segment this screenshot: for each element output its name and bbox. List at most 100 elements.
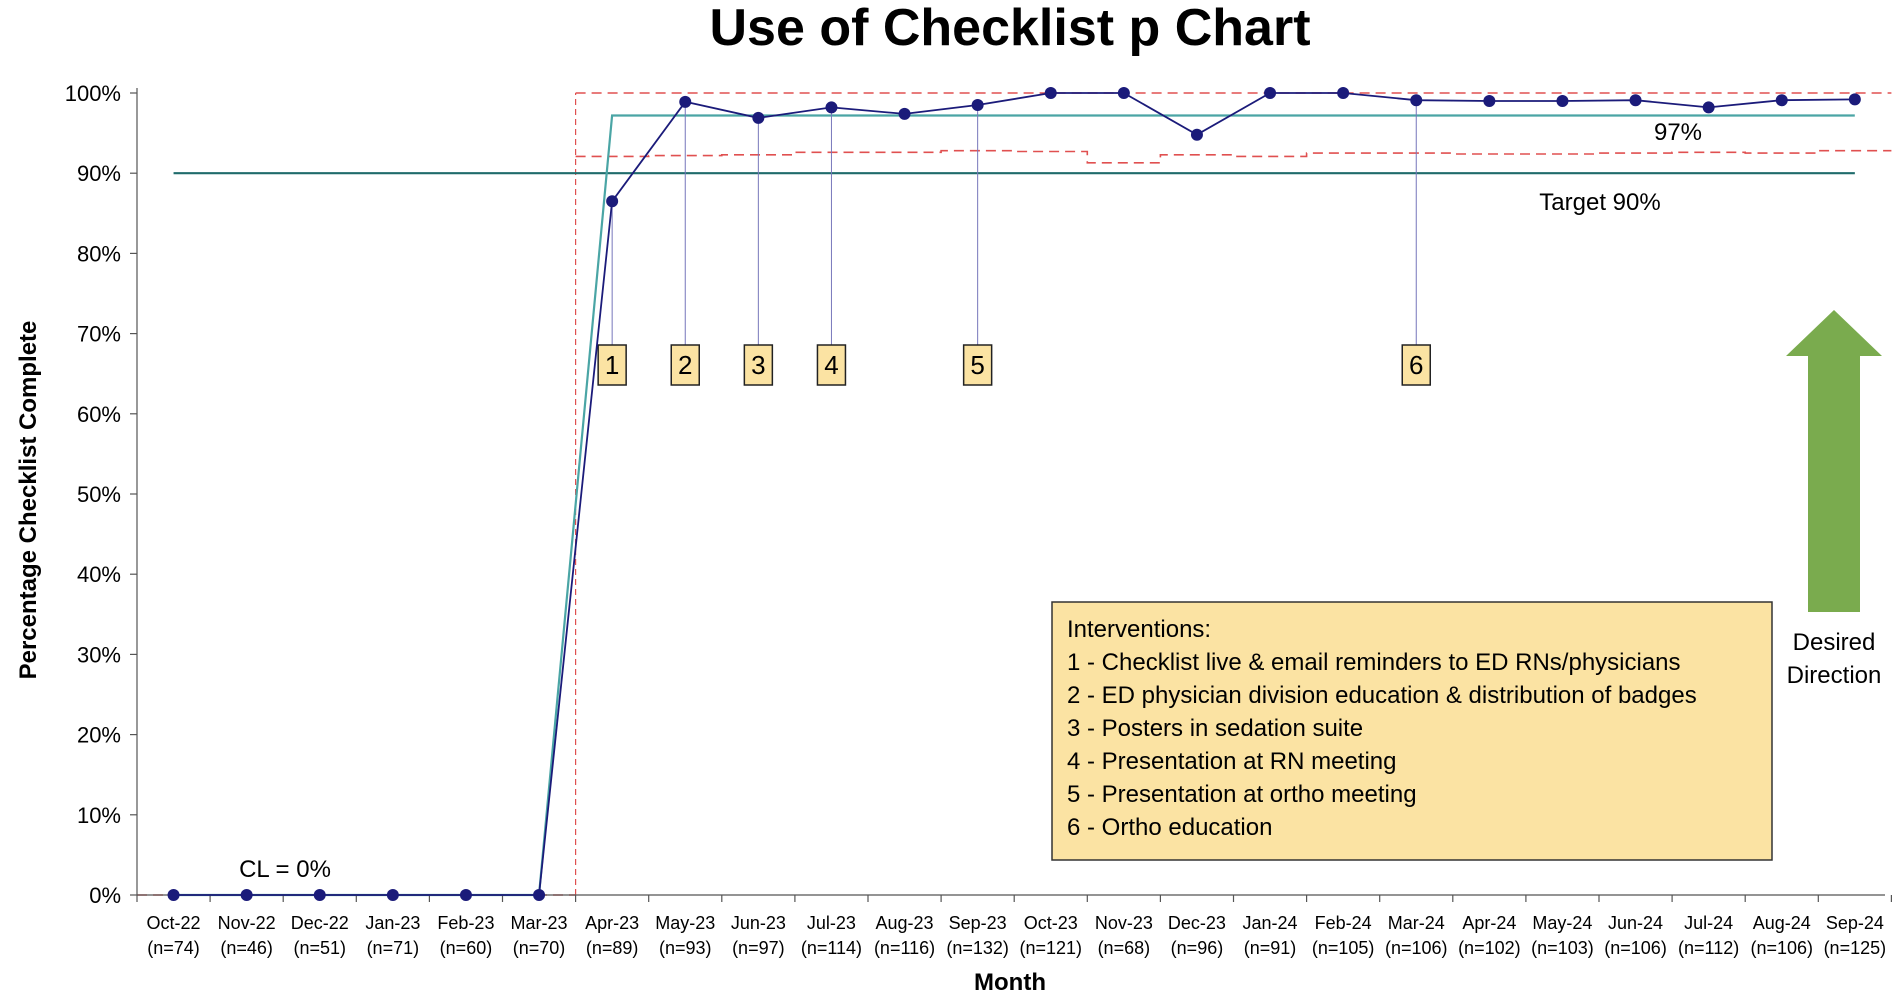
y-tick-label: 40%: [77, 562, 121, 587]
desired-direction-line2: Direction: [1787, 662, 1882, 689]
data-point-Oct-22: [167, 889, 180, 901]
data-point-Jun-24: [1629, 94, 1642, 107]
x-tick-label: Jun-23: [731, 913, 786, 933]
x-tick-label: Apr-24: [1462, 913, 1516, 933]
interventions-layer: 1 2 3 4 5 6: [597, 100, 1431, 386]
x-tick-n-label: (n=116): [874, 938, 935, 958]
data-point-Jun-23: [752, 111, 765, 124]
intervention-label-5: 5: [970, 350, 984, 380]
intervention-box-2: [670, 344, 700, 386]
y-tick-label: 10%: [77, 803, 121, 828]
x-tick-n-label: (n=97): [732, 938, 785, 958]
x-tick-label: Jan-24: [1243, 913, 1298, 933]
x-tick-n-label: (n=51): [293, 938, 346, 958]
legend-item-4: 4 - Presentation at RN meeting: [1067, 748, 1397, 775]
desired-direction-indicator: Desired Direction: [1786, 310, 1882, 689]
data-point-May-24: [1556, 95, 1569, 108]
x-tick-n-label: (n=106): [1385, 938, 1448, 958]
x-tick-n-label: (n=46): [220, 938, 273, 958]
data-point-May-23: [679, 95, 692, 108]
y-tick-label: 50%: [77, 482, 121, 507]
legend-item-1: 1 - Checklist live & email reminders to …: [1067, 649, 1681, 676]
legend-item-3: 3 - Posters in sedation suite: [1067, 715, 1363, 742]
y-tick-label: 70%: [77, 322, 121, 347]
data-point-Jul-23: [825, 101, 838, 114]
y-tick-label: 90%: [77, 161, 121, 186]
data-point-Aug-23: [898, 107, 911, 120]
series-line: [173, 92, 1855, 896]
data-point-Apr-24: [1483, 95, 1496, 108]
x-tick-label: Sep-23: [949, 913, 1007, 933]
x-tick-n-label: (n=71): [367, 938, 420, 958]
x-tick-n-label: (n=112): [1678, 938, 1739, 958]
x-tick-label: Mar-23: [511, 913, 568, 933]
x-tick-n-label: (n=105): [1312, 938, 1375, 958]
x-tick-label: Feb-24: [1315, 913, 1372, 933]
x-tick-label: Aug-23: [876, 913, 934, 933]
data-point-Jul-24: [1702, 101, 1715, 114]
y-tick-label: 0%: [89, 883, 121, 908]
x-tick-n-label: (n=93): [659, 938, 712, 958]
x-tick-n-label: (n=121): [1019, 938, 1082, 958]
intervention-box-1: [597, 344, 627, 386]
target-label: Target 90%: [1539, 189, 1660, 216]
x-tick-n-label: (n=74): [147, 938, 200, 958]
y-tick-label: 80%: [77, 241, 121, 266]
x-tick-n-label: (n=132): [946, 938, 1009, 958]
x-tick-label: Mar-24: [1388, 913, 1445, 933]
data-point-Feb-23: [459, 889, 472, 901]
data-point-Apr-23: [606, 195, 619, 208]
x-tick-label: Jun-24: [1608, 913, 1663, 933]
intervention-label-1: 1: [605, 350, 619, 380]
x-tick-label: Oct-23: [1024, 913, 1078, 933]
x-tick-label: Apr-23: [585, 913, 639, 933]
y-tick-label: 100%: [65, 81, 121, 106]
x-tick-label: Nov-23: [1095, 913, 1153, 933]
series-layer: [167, 87, 1861, 901]
x-tick-label: Jan-23: [365, 913, 420, 933]
legend-item-2: 2 - ED physician division education & di…: [1067, 682, 1697, 709]
data-point-Oct-23: [1044, 87, 1057, 99]
x-tick-n-label: (n=91): [1244, 938, 1297, 958]
intervention-label-3: 3: [751, 350, 765, 380]
x-tick-label: Feb-23: [437, 913, 494, 933]
x-tick-n-label: (n=114): [801, 938, 862, 958]
x-tick-label: Dec-23: [1168, 913, 1226, 933]
data-point-Dec-22: [313, 889, 326, 901]
data-point-Nov-22: [240, 889, 253, 901]
legend-title: Interventions:: [1067, 616, 1211, 643]
data-point-Dec-23: [1190, 128, 1203, 141]
intervention-box-5: [962, 344, 993, 386]
x-tick-label: Nov-22: [218, 913, 276, 933]
intervention-label-4: 4: [824, 350, 838, 380]
chart-title: Use of Checklist p Chart: [709, 0, 1310, 57]
mean-annotation: 97%: [1654, 119, 1702, 146]
lower-control-limit: [575, 149, 1892, 164]
x-tick-n-label: (n=89): [586, 938, 639, 958]
data-point-Feb-24: [1337, 87, 1350, 99]
legend-item-5: 5 - Presentation at ortho meeting: [1067, 781, 1417, 808]
x-tick-n-label: (n=68): [1098, 938, 1151, 958]
x-tick-label: Jul-23: [807, 913, 856, 933]
data-point-Jan-23: [386, 889, 399, 901]
desired-direction-line1: Desired: [1793, 629, 1876, 656]
intervention-label-2: 2: [678, 350, 692, 380]
x-tick-label: Oct-22: [147, 913, 201, 933]
intervention-box-3: [743, 344, 774, 386]
data-point-Aug-24: [1775, 94, 1788, 107]
y-tick-label: 30%: [77, 642, 121, 667]
x-tick-n-label: (n=106): [1604, 938, 1667, 958]
x-tick-label: May-23: [655, 913, 715, 933]
data-point-Jan-24: [1264, 87, 1277, 99]
up-arrow-icon: [1786, 310, 1882, 612]
x-tick-n-label: (n=60): [440, 938, 493, 958]
legend-item-6: 6 - Ortho education: [1067, 814, 1272, 841]
data-point-Nov-23: [1117, 87, 1130, 99]
x-tick-label: Aug-24: [1753, 913, 1811, 933]
legend-background: [1051, 601, 1773, 861]
y-tick-label: 20%: [77, 723, 121, 748]
data-point-Sep-23: [971, 99, 984, 112]
x-tick-label: Jul-24: [1684, 913, 1733, 933]
